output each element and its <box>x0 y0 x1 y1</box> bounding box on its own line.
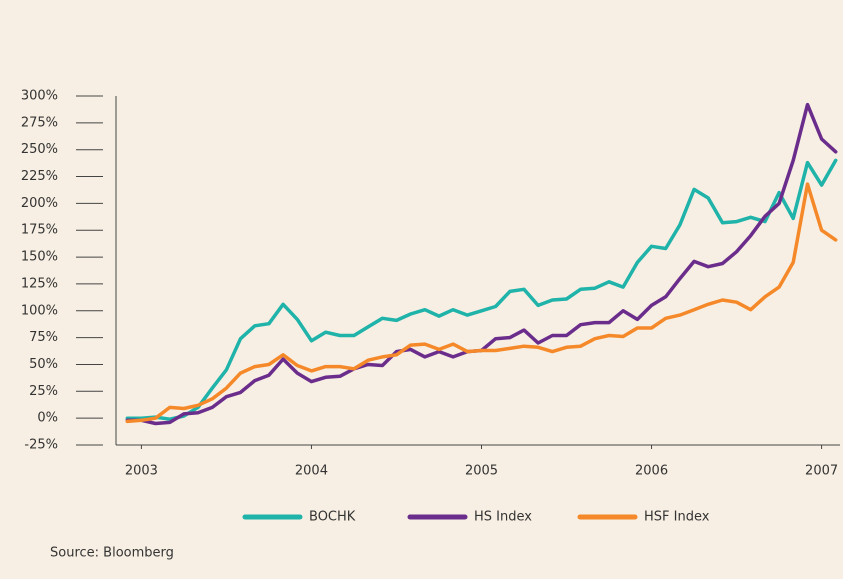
y-tick-label: 25% <box>29 384 58 399</box>
y-tick-label: 200% <box>21 196 58 211</box>
y-tick-label: 150% <box>21 250 58 265</box>
y-tick-label: 250% <box>21 142 58 157</box>
y-tick-label: 225% <box>21 169 58 184</box>
y-tick-label: 50% <box>29 357 58 372</box>
y-tick-label: 100% <box>21 303 58 318</box>
legend-label: BOCHK <box>309 510 356 525</box>
x-tick-label: 2006 <box>635 464 668 479</box>
y-tick-label: 175% <box>21 223 58 238</box>
x-tick-label: 2007 <box>805 464 838 479</box>
y-tick-label: -25% <box>24 438 58 453</box>
source-note: Source: Bloomberg <box>50 546 174 561</box>
y-tick-label: 0% <box>37 411 58 426</box>
y-tick-label: 75% <box>29 330 58 345</box>
y-tick-label: 125% <box>21 276 58 291</box>
y-tick-label: 300% <box>21 89 58 104</box>
y-tick-label: 275% <box>21 115 58 130</box>
series-line <box>125 158 838 421</box>
legend-label: HS Index <box>474 510 532 525</box>
series-line <box>125 182 838 424</box>
x-tick-label: 2003 <box>125 464 158 479</box>
x-tick-label: 2004 <box>295 464 328 479</box>
legend-label: HSF Index <box>644 510 710 525</box>
x-tick-label: 2005 <box>465 464 498 479</box>
